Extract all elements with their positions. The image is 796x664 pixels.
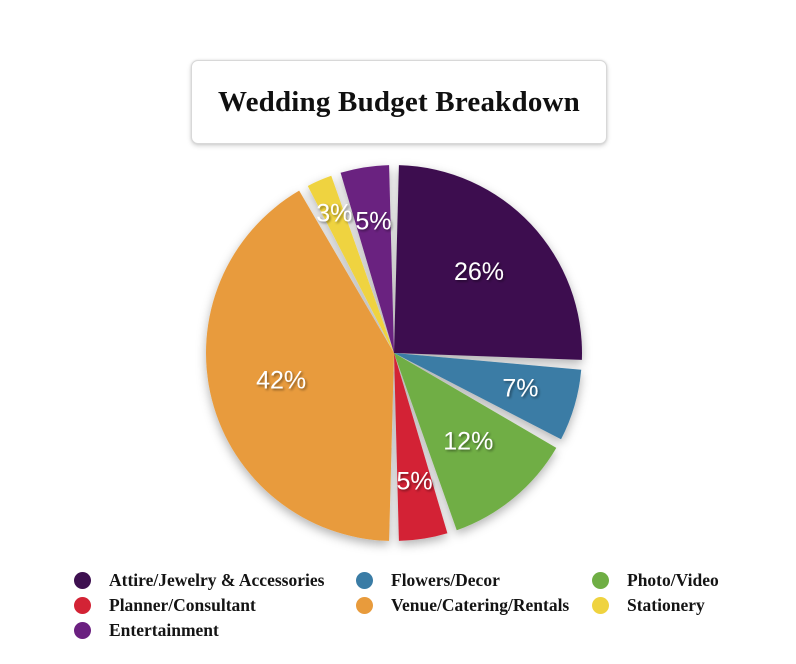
legend-color-swatch-icon	[74, 572, 91, 589]
pie-slice[interactable]	[394, 353, 582, 440]
pie-slice[interactable]	[206, 190, 394, 541]
legend-color-swatch-icon	[592, 572, 609, 589]
pie-slice[interactable]	[307, 175, 394, 353]
legend-column-2: Photo/Video Stationery	[592, 568, 772, 618]
pie-slice-label: 12%	[443, 427, 493, 455]
legend-item[interactable]: Stationery	[592, 593, 772, 618]
legend-item-label: Attire/Jewelry & Accessories	[109, 570, 325, 590]
legend-column-0: Attire/Jewelry & Accessories Planner/Cons…	[74, 568, 354, 643]
legend-color-swatch-icon	[356, 597, 373, 614]
legend-item-label: Stationery	[627, 595, 705, 615]
pie-slice[interactable]	[394, 353, 448, 541]
legend-color-swatch-icon	[356, 572, 373, 589]
legend-item[interactable]: Flowers/Decor	[356, 568, 586, 593]
legend-color-swatch-icon	[74, 622, 91, 639]
pie-slice-group	[206, 165, 582, 541]
legend-item-label: Entertainment	[109, 620, 219, 640]
pie-slice-label: 3%	[316, 200, 352, 228]
pie-slice[interactable]	[394, 353, 557, 531]
legend-item[interactable]: Entertainment	[74, 618, 354, 643]
legend-column-1: Flowers/Decor Venue/Catering/Rentals	[356, 568, 586, 618]
legend-color-swatch-icon	[74, 597, 91, 614]
pie-chart: 26% 7% 12% 5% 42% 3% 5%	[186, 150, 610, 562]
chart-title-box: Wedding Budget Breakdown	[191, 60, 607, 144]
legend-color-swatch-icon	[592, 597, 609, 614]
pie-slice-label: 7%	[502, 374, 538, 402]
page-title: Wedding Budget Breakdown	[217, 85, 581, 118]
legend-item[interactable]: Attire/Jewelry & Accessories	[74, 568, 354, 593]
legend-item-label: Planner/Consultant	[109, 595, 256, 615]
chart-legend: Attire/Jewelry & Accessories Planner/Cons…	[74, 568, 774, 648]
pie-label-group: 26%7%12%5%42%3% 5%	[256, 200, 538, 496]
legend-item[interactable]: Planner/Consultant	[74, 593, 354, 618]
legend-item[interactable]: Venue/Catering/Rentals	[356, 593, 586, 618]
pie-slice-label: 5%	[397, 468, 433, 496]
pie-slice-label: 26%	[454, 258, 504, 286]
pie-slice[interactable]	[340, 165, 394, 353]
pie-chart-svg: 26%7%12%5%42%3% 5%	[206, 165, 582, 541]
legend-item-label: Flowers/Decor	[391, 570, 500, 590]
pie-slice-label: 5%	[355, 208, 391, 236]
legend-item[interactable]: Photo/Video	[592, 568, 772, 593]
legend-item-label: Venue/Catering/Rentals	[391, 595, 570, 615]
pie-slice[interactable]	[394, 165, 582, 360]
pie-slice-label: 42%	[256, 367, 306, 395]
legend-item-label: Photo/Video	[627, 570, 719, 590]
